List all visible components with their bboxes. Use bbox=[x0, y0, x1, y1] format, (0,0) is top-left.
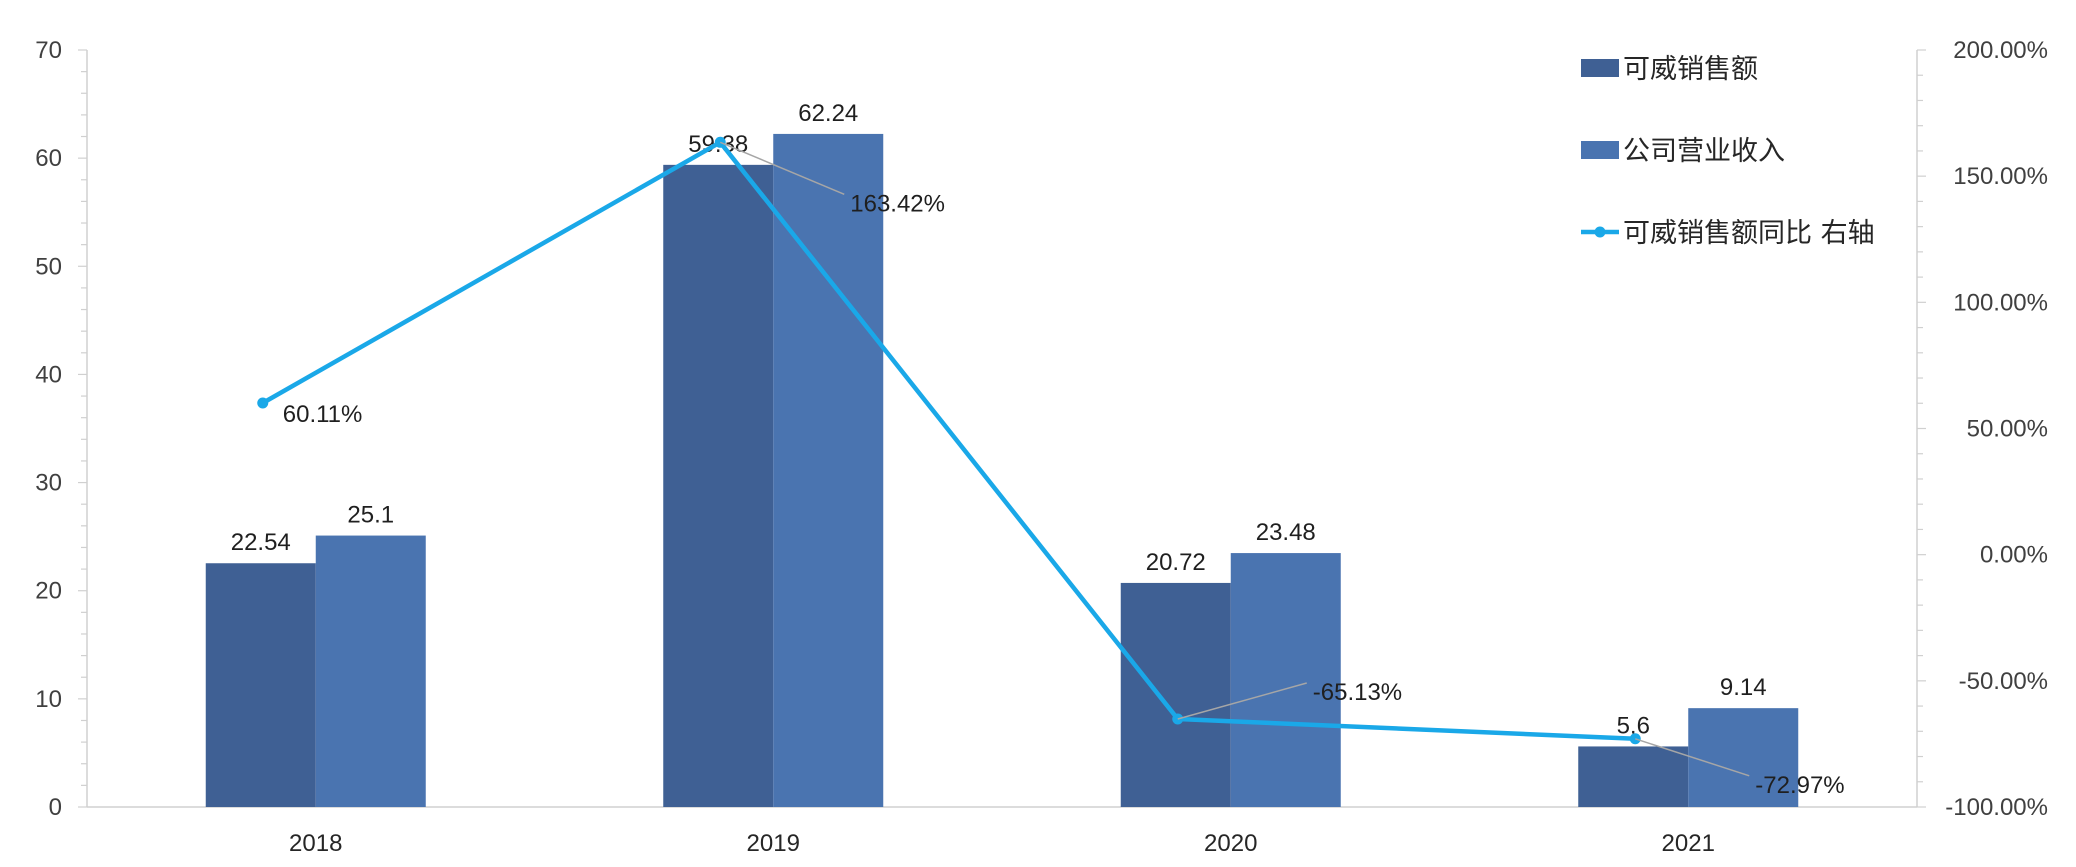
line-series bbox=[261, 140, 1636, 742]
y-right-tick-label: 200.00% bbox=[1953, 37, 2048, 64]
line-label-leader bbox=[1177, 682, 1307, 720]
bar-data-label-series-2: 25.1 bbox=[347, 502, 394, 529]
bar-data-label-series-1: 22.54 bbox=[231, 529, 291, 556]
line-point bbox=[257, 397, 269, 409]
y-right-tick-label: 0.00% bbox=[1980, 542, 2048, 569]
line-label-leader bbox=[1635, 738, 1750, 777]
legend-label-series-3: 可威销售额同比 右轴 bbox=[1623, 218, 1875, 249]
x-tick-label: 2021 bbox=[1662, 830, 1715, 857]
y-left-tick-label: 40 bbox=[35, 361, 62, 388]
bar-series-1 bbox=[1578, 746, 1689, 807]
y-left-tick-label: 10 bbox=[35, 686, 62, 713]
bar-data-label-series-2: 23.48 bbox=[1256, 519, 1316, 546]
legend-swatch-series-2 bbox=[1581, 141, 1619, 159]
y-left-tick-label: 60 bbox=[35, 145, 62, 172]
x-tick-label: 2018 bbox=[289, 830, 342, 857]
y-right-tick-label: -50.00% bbox=[1959, 668, 2048, 695]
legend-marker-series-3 bbox=[1594, 226, 1606, 238]
bar-series-1 bbox=[205, 563, 316, 807]
y-right-tick-label: 150.00% bbox=[1953, 163, 2048, 190]
line-label-leader bbox=[719, 141, 845, 195]
y-left-tick-label: 30 bbox=[35, 470, 62, 497]
x-tick-label: 2019 bbox=[747, 830, 800, 857]
bar-series-2 bbox=[315, 535, 426, 807]
legend-label-series-2: 公司营业收入 bbox=[1623, 136, 1785, 167]
x-tick-label: 2020 bbox=[1204, 830, 1257, 857]
y-right-tick-label: 100.00% bbox=[1953, 289, 2048, 316]
line-data-label: 60.11% bbox=[283, 401, 363, 428]
y-left-tick-label: 70 bbox=[35, 37, 62, 64]
bar-data-label-series-2: 62.24 bbox=[798, 100, 858, 127]
bar-series-1 bbox=[1120, 582, 1231, 807]
bar-data-label-series-1: 20.72 bbox=[1146, 549, 1206, 576]
line-data-label: -72.97% bbox=[1755, 772, 1844, 799]
line-data-label: -65.13% bbox=[1313, 679, 1402, 706]
bar-series-1 bbox=[663, 164, 774, 807]
legend-label-series-1: 可威销售额 bbox=[1623, 54, 1758, 85]
bar-data-label-series-2: 9.14 bbox=[1720, 674, 1767, 701]
bar-series-2 bbox=[1230, 553, 1341, 807]
y-right-tick-label: 50.00% bbox=[1967, 416, 2048, 443]
y-left-tick-label: 20 bbox=[35, 578, 62, 605]
y-right-tick-label: -100.00% bbox=[1945, 794, 2048, 821]
y-left-tick-label: 0 bbox=[49, 794, 62, 821]
bar-series-2 bbox=[773, 133, 884, 808]
legend-swatch-series-1 bbox=[1581, 59, 1619, 77]
y-left-tick-label: 50 bbox=[35, 253, 62, 280]
line-data-label: 163.42% bbox=[850, 190, 945, 217]
bar-series-2 bbox=[1688, 708, 1799, 807]
